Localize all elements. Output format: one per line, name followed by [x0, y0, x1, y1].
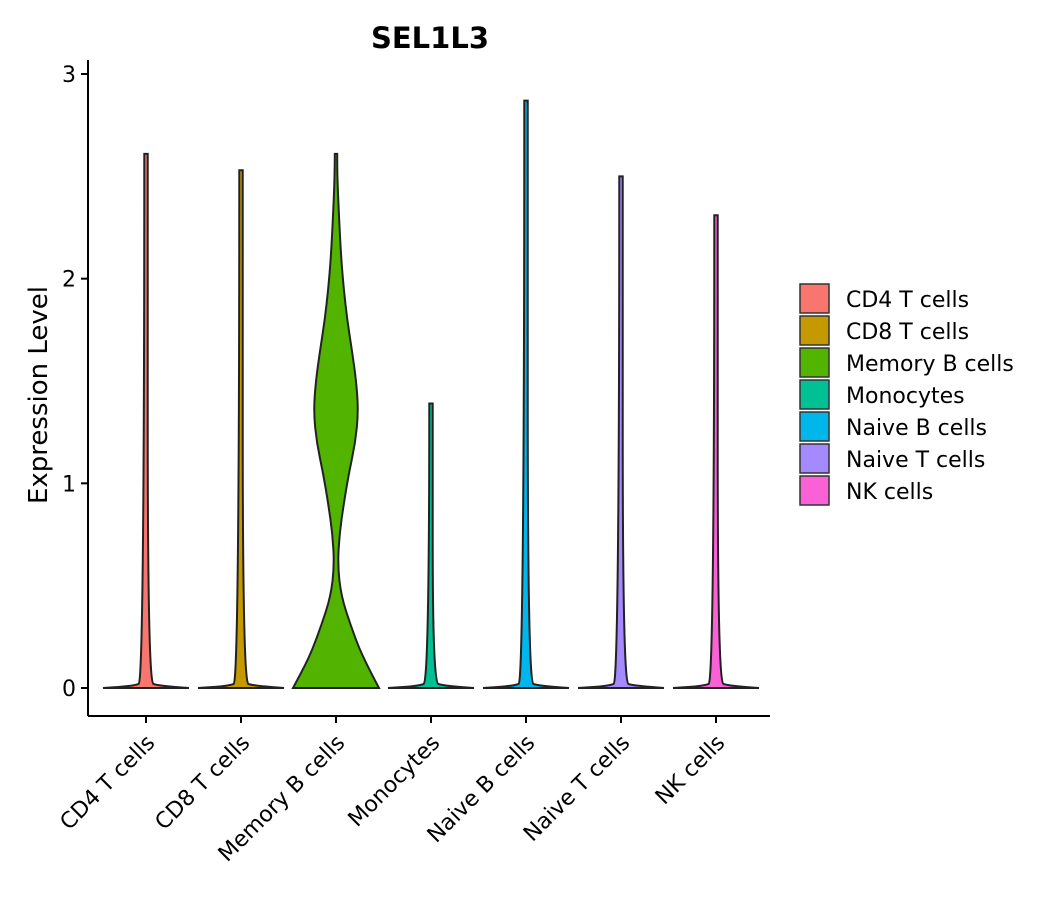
violin-naive-t-cells: [577, 175, 665, 689]
legend-label: CD8 T cells: [846, 320, 969, 345]
legend-swatch: [799, 475, 830, 506]
legend-label: CD4 T cells: [846, 288, 969, 313]
y-axis: 0 1 2 3: [62, 60, 89, 716]
violin-memory-b-cells: [291, 152, 381, 689]
legend-swatch: [799, 379, 830, 410]
legend-swatch: [799, 283, 830, 314]
legend-swatch: [799, 347, 830, 378]
legend-label: Monocytes: [846, 384, 965, 409]
violin-cd8-t-cells: [197, 169, 285, 689]
y-tick-label: 2: [62, 268, 76, 293]
x-tick-label: NK cells: [651, 731, 730, 810]
violin-monocytes: [387, 402, 475, 689]
y-tick-label: 0: [62, 677, 76, 702]
y-axis-title: Expression Level: [24, 286, 54, 504]
legend-label: NK cells: [846, 480, 933, 505]
violin-cd4-t-cells: [102, 152, 190, 689]
legend: CD4 T cells CD8 T cells Memory B cells Mono…: [799, 283, 1014, 506]
violin-naive-b-cells: [482, 99, 570, 689]
legend-label: Naive B cells: [846, 416, 987, 441]
y-tick-label: 1: [62, 472, 76, 497]
x-tick-label: CD8 T cells: [151, 731, 256, 836]
chart-title: SEL1L3: [371, 21, 489, 55]
legend-swatch: [799, 411, 830, 442]
legend-swatch: [799, 315, 830, 346]
violin-nk-cells: [672, 214, 760, 689]
violins: [102, 99, 760, 689]
legend-swatch: [799, 443, 830, 474]
y-tick-label: 3: [62, 63, 76, 88]
x-tick-label: CD4 T cells: [56, 731, 161, 836]
legend-label: Memory B cells: [846, 352, 1014, 377]
legend-label: Naive T cells: [846, 448, 985, 473]
x-tick-label: Monocytes: [344, 731, 446, 833]
